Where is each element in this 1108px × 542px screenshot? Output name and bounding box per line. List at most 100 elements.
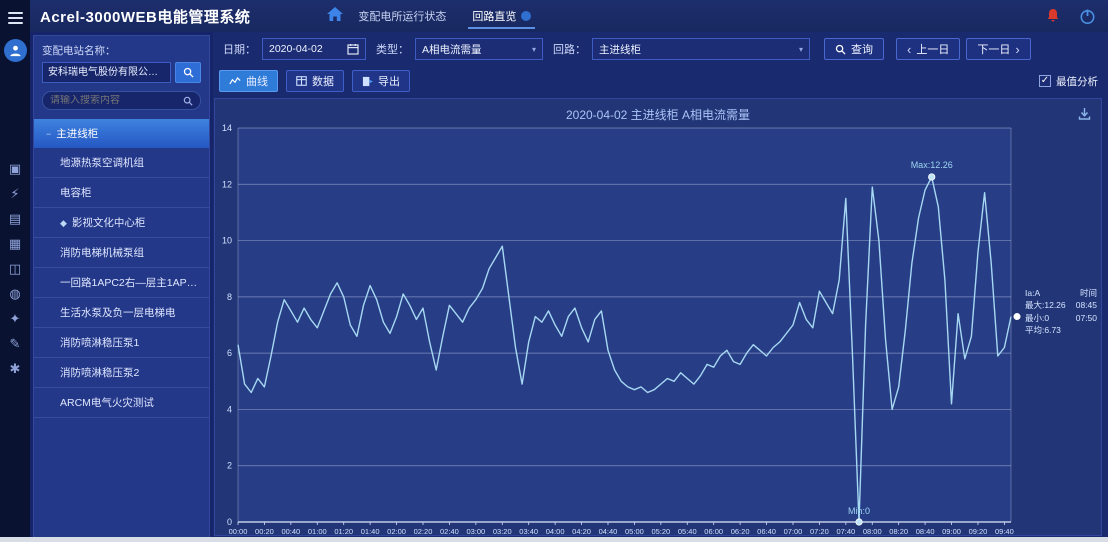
tree-item-label: 消防喷淋稳压泵1 xyxy=(60,337,140,349)
settings-icon[interactable]: ✱ xyxy=(9,361,21,376)
x-tick-label: 08:20 xyxy=(889,527,908,535)
tree-item-9[interactable]: ARCM电气火灾测试 xyxy=(34,388,209,418)
nav-tab-1[interactable]: 回路直览 xyxy=(468,0,536,32)
chevron-left-icon: ‹ xyxy=(907,41,912,57)
min-annotation-label: Min:0 xyxy=(848,506,870,516)
home-button[interactable] xyxy=(322,6,348,27)
curve-tab-button[interactable]: 曲线 xyxy=(219,70,278,92)
report-icon[interactable]: ▤ xyxy=(8,211,22,226)
chart-card: 2020-04-02 主进线柜 A相电流需量 0 2 4 6 8 10 12 14 00:00 0… xyxy=(214,98,1102,536)
x-tick-label: 04:20 xyxy=(572,527,591,535)
tree-item-6[interactable]: 生活水泵及负一层电梯电 xyxy=(34,298,209,328)
tree-item-2[interactable]: 电容柜 xyxy=(34,178,209,208)
prev-day-button[interactable]: ‹ 上一日 xyxy=(896,38,961,60)
date-label: 日期： xyxy=(223,44,256,56)
x-tick-label: 00:40 xyxy=(281,527,300,535)
loop-label: 回路： xyxy=(553,44,586,56)
nav-tab-label: 变配电所运行状态 xyxy=(358,11,447,23)
stats-row-0: Ia:A 时间 xyxy=(1025,287,1097,299)
x-tick-label: 07:20 xyxy=(810,527,829,535)
download-icon[interactable] xyxy=(1078,107,1091,120)
checkbox-checked-icon[interactable]: ✓ xyxy=(1039,75,1051,87)
date-input[interactable]: 2020-04-02 xyxy=(262,38,366,60)
alarm-icon[interactable] xyxy=(1045,8,1061,24)
analysis-label: 最值分析 xyxy=(1056,75,1098,88)
diamond-icon: ◆ xyxy=(60,218,67,228)
tree-item-5[interactable]: 一回路1APC2右—层主1APC1左 xyxy=(34,268,209,298)
tree-item-7[interactable]: 消防喷淋稳压泵1 xyxy=(34,328,209,358)
horizontal-scrollbar[interactable] xyxy=(0,537,1108,542)
tree-item-label: 消防喷淋稳压泵2 xyxy=(60,367,140,379)
nav-tab-0[interactable]: 变配电所运行状态 xyxy=(358,0,446,32)
tree-search-box[interactable] xyxy=(42,91,201,110)
topbar-actions xyxy=(1045,8,1096,25)
loop-select[interactable]: 主进线柜 ▾ xyxy=(592,38,810,60)
next-day-button[interactable]: 下一日 › xyxy=(966,38,1031,60)
user-icon xyxy=(9,45,21,57)
power-icon[interactable] xyxy=(1079,8,1096,25)
edit-icon[interactable]: ✎ xyxy=(9,336,21,351)
star-icon[interactable]: ✦ xyxy=(9,311,21,326)
users-icon[interactable]: ◍ xyxy=(9,286,21,301)
stats-left: 最大:12.26 xyxy=(1025,300,1066,311)
x-tick-label: 07:00 xyxy=(784,527,803,535)
search-icon xyxy=(183,67,194,78)
y-tick-label: 12 xyxy=(222,179,232,189)
avatar[interactable] xyxy=(3,39,27,62)
type-select[interactable]: A相电流需量 ▾ xyxy=(415,38,543,60)
x-tick-label: 01:20 xyxy=(334,527,353,535)
chart-icon[interactable]: ▦ xyxy=(8,236,22,251)
menu-icon[interactable] xyxy=(7,9,23,27)
export-button[interactable]: 导出 xyxy=(352,70,410,92)
document-icon[interactable]: ◫ xyxy=(8,261,22,276)
energy-icon[interactable]: ⚡ xyxy=(10,186,20,201)
tree-item-1[interactable]: 地源热泵空调机组 xyxy=(34,148,209,178)
x-tick-label: 03:20 xyxy=(493,527,512,535)
station-label: 变配电站名称： xyxy=(42,45,116,57)
tree-item-8[interactable]: 消防喷淋稳压泵2 xyxy=(34,358,209,388)
station-input[interactable]: 安科瑞电气股份有限公司… xyxy=(42,62,171,83)
data-tab-button[interactable]: 数据 xyxy=(286,70,344,92)
type-label: 类型： xyxy=(376,44,409,56)
tree-item-label: 影视文化中心柜 xyxy=(71,217,146,229)
chevron-down-icon: ▾ xyxy=(531,44,536,54)
data-line[interactable] xyxy=(237,176,1012,523)
stats-left: 平均:6.73 xyxy=(1025,324,1061,335)
x-tick-label: 02:00 xyxy=(387,527,406,535)
tree-item-label: ARCM电气火灾测试 xyxy=(60,397,154,409)
tree-search-input[interactable] xyxy=(50,95,183,106)
chart-svg[interactable]: 0 2 4 6 8 10 12 14 00:00 00:20 00:40 01:00 01:20 01:4… xyxy=(219,117,1099,535)
current-point-marker[interactable] xyxy=(1013,313,1021,321)
min-point-marker[interactable] xyxy=(855,518,863,526)
calendar-icon xyxy=(347,44,359,55)
max-point-marker[interactable] xyxy=(928,173,936,181)
tree-item-4[interactable]: 消防电梯机械泵组 xyxy=(34,238,209,268)
x-tick-label: 08:00 xyxy=(863,527,882,535)
query-button[interactable]: 查询 xyxy=(824,38,884,60)
stats-left: 最小:0 xyxy=(1025,312,1050,323)
chevron-down-icon: ▾ xyxy=(798,44,803,54)
max-analysis-toggle[interactable]: ✓ 最值分析 xyxy=(1039,74,1098,89)
collapse-icon: − xyxy=(46,129,52,139)
y-tick-label: 6 xyxy=(227,348,232,358)
x-tick-label: 03:00 xyxy=(466,527,485,535)
export-icon xyxy=(362,76,373,86)
y-tick-label: 0 xyxy=(227,517,232,527)
x-tick-label: 09:40 xyxy=(995,527,1014,535)
tree-item-3[interactable]: ◆ 影视文化中心柜 xyxy=(34,208,209,238)
tree-item-label: 消防电梯机械泵组 xyxy=(60,247,144,259)
search-icon xyxy=(835,44,846,55)
tab-badge[interactable] xyxy=(521,11,532,21)
x-tick-label: 04:40 xyxy=(599,527,618,535)
dashboard-icon[interactable]: ▣ xyxy=(8,161,22,176)
tree-item-0[interactable]: − 主进线柜 xyxy=(34,119,209,148)
stats-row-1: 最大:12.26 08:45 xyxy=(1025,299,1097,311)
tree-item-label: 一回路1APC2右—层主1APC1左 xyxy=(60,277,209,289)
circuit-tree: − 主进线柜 地源热泵空调机组 电容柜 ◆ 影视文化中心柜消防电梯机械泵组一回路1APC2… xyxy=(34,119,209,418)
x-tick-label: 09:20 xyxy=(969,527,988,535)
y-tick-label: 4 xyxy=(227,404,232,414)
left-rail: ▣ ⚡ ▤ ▦ ◫ ◍ ✦ ✎ ✱ xyxy=(0,0,30,542)
station-search-button[interactable] xyxy=(175,62,201,83)
chart-title: 2020-04-02 主进线柜 A相电流需量 xyxy=(565,108,751,122)
